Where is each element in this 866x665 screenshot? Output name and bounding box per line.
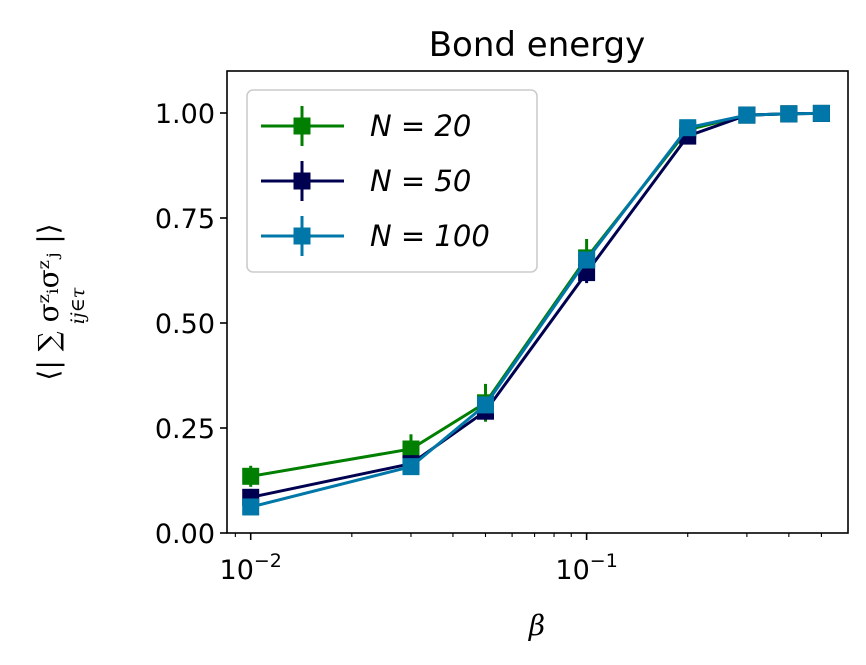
x-tick-base: 10 <box>220 555 254 586</box>
legend-label: N = 20 <box>370 109 471 143</box>
x-tick-exponent: −2 <box>254 550 282 572</box>
data-point <box>402 458 420 476</box>
y-axis-label-main: ⟨| ∑ σᶻᵢσᶻⱼ |⟩ <box>32 223 65 380</box>
data-point <box>679 119 697 137</box>
y-axis-label-subscript: ij∈τ <box>67 287 89 324</box>
data-point <box>402 440 420 458</box>
x-tick-label: 10−1 <box>555 550 617 586</box>
legend-box <box>246 89 538 273</box>
chart-title: Bond energy <box>429 25 646 65</box>
data-point <box>738 106 756 124</box>
legend-item: N = 50 <box>261 161 471 201</box>
legend-marker <box>293 117 311 135</box>
y-axis-label: ⟨| ∑ σᶻᵢσᶻⱼ |⟩ ij∈τ <box>32 223 89 380</box>
legend-marker <box>293 227 311 245</box>
legend-item: N = 100 <box>261 216 490 256</box>
legend: N = 20 N = 50 N = 100 <box>246 89 538 273</box>
y-tick-label: 0.50 <box>155 309 215 340</box>
legend-item: N = 20 <box>261 106 471 146</box>
x-axis-label: β <box>528 609 545 642</box>
data-point <box>780 105 798 123</box>
legend-marker <box>293 172 311 190</box>
legend-label: N = 50 <box>370 164 471 198</box>
series-3 <box>242 104 830 516</box>
y-tick-label: 0.25 <box>155 414 215 445</box>
y-tick-label: 0.75 <box>155 204 215 235</box>
x-tick-label: 10−2 <box>220 550 282 586</box>
y-tick-label: 0.00 <box>155 519 215 550</box>
data-point <box>578 251 596 269</box>
data-point <box>242 498 260 516</box>
data-point <box>476 396 494 414</box>
x-tick-base: 10 <box>555 555 589 586</box>
legend-label: N = 100 <box>370 219 490 253</box>
x-tick-exponent: −1 <box>590 550 618 572</box>
data-point <box>242 467 260 485</box>
plot-frame <box>226 70 849 534</box>
data-point <box>812 104 830 122</box>
y-tick-label: 1.00 <box>155 99 215 130</box>
